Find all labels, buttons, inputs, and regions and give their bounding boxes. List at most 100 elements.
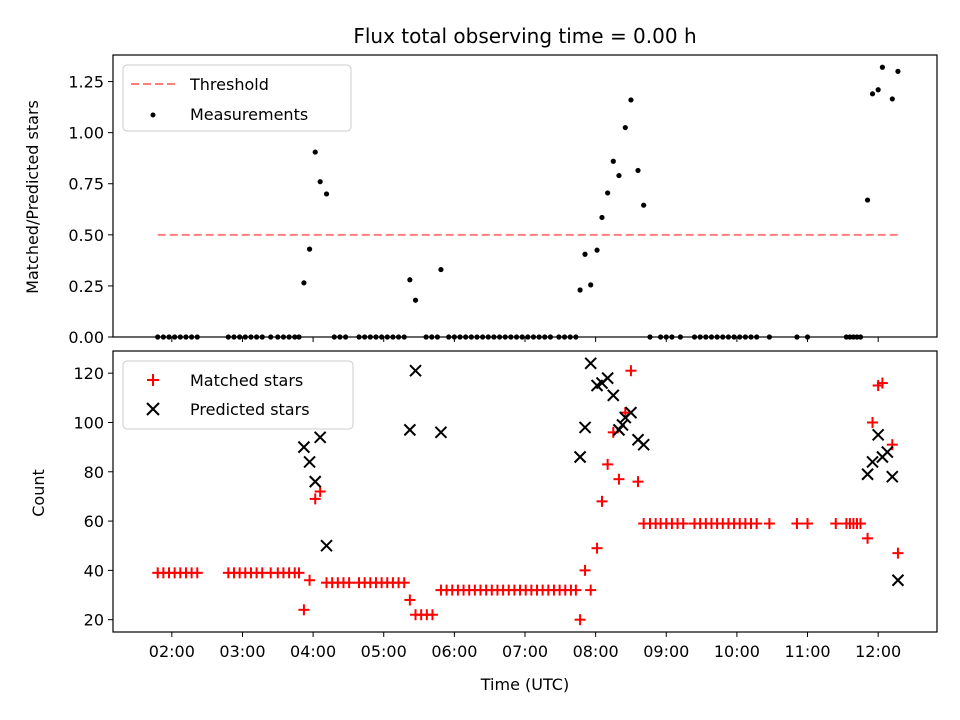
x-axis-label: Time (UTC) <box>480 675 569 694</box>
x-tick-label: 05:00 <box>361 642 407 661</box>
predicted-star-point <box>320 539 333 552</box>
matched-star-point <box>314 486 326 497</box>
matched-star-point <box>625 365 637 377</box>
legend-measurements-label: Measurements <box>190 105 308 124</box>
top-y-tick-label: 0.50 <box>68 226 104 245</box>
matched-stars-points <box>152 365 904 626</box>
matched-star-point <box>876 377 888 389</box>
measurement-point <box>869 91 876 97</box>
bottom-y-tick-label: 120 <box>73 364 104 383</box>
legend-predicted-swatch <box>146 402 160 416</box>
predicted-star-point <box>861 468 874 481</box>
top-legend: Threshold Measurements <box>122 64 352 132</box>
predicted-star-point <box>886 470 899 483</box>
bottom-plot-frame <box>112 350 938 633</box>
measurement-point <box>628 97 634 103</box>
predicted-stars-points <box>297 357 905 587</box>
predicted-star-point <box>403 423 417 437</box>
matched-star-point <box>791 518 803 530</box>
measurement-point <box>312 149 318 155</box>
predicted-star-point <box>891 574 905 587</box>
measurement-point <box>407 277 413 283</box>
x-tick-label: 06:00 <box>431 642 477 661</box>
bottom-y-tick-label: 100 <box>73 413 104 432</box>
measurement-point <box>588 282 594 288</box>
bottom-y-axis-label: Count <box>29 469 48 517</box>
predicted-star-point <box>409 364 422 377</box>
top-y-ticks: 0.00 0.25 0.50 0.75 1.00 1.25 <box>68 73 113 347</box>
bottom-chart-panel: Count Time (UTC) 20 40 60 80 100 120 02:00 03:… <box>29 350 938 694</box>
matched-star-point <box>298 604 310 616</box>
legend-measurements-swatch <box>150 112 156 118</box>
predicted-star-point <box>624 406 638 419</box>
matched-star-point <box>613 473 625 485</box>
matched-star-point <box>602 458 614 470</box>
legend-threshold-label: Threshold <box>189 75 269 94</box>
matched-star-point <box>763 518 775 530</box>
predicted-star-point <box>584 357 597 370</box>
measurement-point <box>605 190 611 196</box>
matched-star-point <box>343 577 355 589</box>
matched-star-point <box>632 476 644 488</box>
x-tick-label: 10:00 <box>714 642 760 661</box>
predicted-star-point <box>313 431 327 444</box>
matched-star-point <box>398 577 410 589</box>
predicted-star-point <box>578 421 592 434</box>
x-tick-label: 07:00 <box>502 642 548 661</box>
bottom-y-tick-label: 40 <box>84 561 104 580</box>
bottom-y-ticks: 20 40 60 80 100 120 <box>73 364 113 630</box>
measurement-point <box>635 167 641 174</box>
top-y-tick-label: 1.25 <box>68 73 104 92</box>
top-y-axis-label: Matched/Predicted stars <box>23 100 42 294</box>
predicted-star-point <box>303 455 316 469</box>
measurement-point <box>412 297 419 303</box>
top-chart-panel: Flux total observing time = 0.00 h Match… <box>23 24 938 347</box>
matched-star-point <box>574 614 586 626</box>
predicted-star-point <box>871 428 885 442</box>
x-tick-label: 09:00 <box>643 642 689 661</box>
legend-predicted-label: Predicted stars <box>190 400 310 419</box>
predicted-star-point <box>601 371 614 385</box>
measurement-point <box>577 287 583 293</box>
predicted-star-point <box>607 389 620 402</box>
matched-star-point <box>570 584 582 596</box>
top-y-tick-label: 0.00 <box>68 328 104 347</box>
x-tick-label: 12:00 <box>855 642 901 661</box>
matched-star-point <box>802 518 814 530</box>
matched-star-point <box>309 493 321 505</box>
predicted-star-point <box>297 440 311 454</box>
measurement-point <box>622 124 628 131</box>
matched-star-point <box>830 518 842 530</box>
x-tick-label: 08:00 <box>573 642 619 661</box>
top-y-tick-label: 1.00 <box>68 124 104 143</box>
measurement-point <box>641 202 647 208</box>
matched-star-point <box>304 574 316 586</box>
matched-star-point <box>591 542 603 554</box>
x-tick-label: 11:00 <box>784 642 830 661</box>
x-tick-label: 02:00 <box>149 642 195 661</box>
measurement-point <box>895 68 901 74</box>
bottom-y-tick-label: 20 <box>84 611 104 630</box>
predicted-star-point <box>616 418 629 432</box>
matched-star-point <box>862 532 874 544</box>
bottom-y-tick-label: 80 <box>84 463 104 482</box>
measurement-point <box>879 64 886 70</box>
matched-star-point <box>191 567 203 579</box>
measurement-point <box>889 96 895 102</box>
legend-matched-swatch <box>147 374 159 386</box>
measurement-point <box>438 266 444 273</box>
predicted-star-point <box>866 455 879 469</box>
measurement-point <box>317 179 323 185</box>
predicted-star-point <box>881 445 894 459</box>
top-y-tick-label: 0.75 <box>68 175 104 194</box>
bottom-legend: Matched stars Predicted stars <box>122 360 354 430</box>
measurement-point <box>616 172 622 179</box>
predicted-star-point <box>434 426 448 439</box>
predicted-star-point <box>573 450 587 464</box>
measurement-point <box>323 191 330 197</box>
measurement-point <box>594 247 600 253</box>
matched-star-point <box>596 495 608 507</box>
legend-matched-label: Matched stars <box>190 371 303 390</box>
top-plot-frame <box>112 54 938 338</box>
